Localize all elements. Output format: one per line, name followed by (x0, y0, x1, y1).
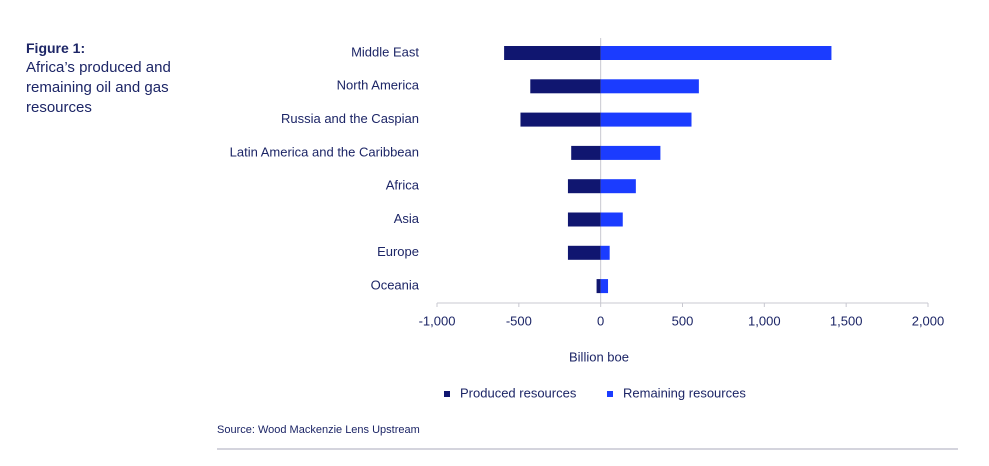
y-tick-label: Middle East (351, 44, 419, 59)
x-tick-label: 1,500 (830, 313, 863, 328)
bar (567, 245, 601, 260)
bar (520, 112, 601, 127)
x-tick-label: -1,000 (419, 313, 456, 328)
legend-label: Remaining resources (623, 385, 746, 400)
legend-label: Produced resources (460, 385, 577, 400)
bar (600, 145, 661, 160)
bar (600, 245, 610, 260)
bar (600, 112, 692, 127)
y-tick-label: Russia and the Caspian (281, 111, 419, 126)
y-tick-label: North America (337, 78, 420, 93)
x-tick-label: 0 (597, 313, 604, 328)
x-tick-label: 1,000 (748, 313, 781, 328)
bar (504, 46, 601, 60)
y-tick-label: Africa (386, 178, 420, 193)
bar (600, 279, 609, 294)
figure-label: Figure 1: (26, 40, 86, 56)
caption: Figure 1: Africa’s produced and remainin… (26, 38, 176, 118)
x-tick-label: -500 (506, 313, 532, 328)
bar (600, 212, 623, 227)
bar (596, 279, 601, 294)
bar (530, 79, 601, 94)
chart-title: Africa’s produced and remaining oil and … (26, 59, 171, 116)
y-tick-label: Europe (377, 244, 419, 259)
legend-swatch (444, 391, 450, 397)
legend-swatch (607, 391, 613, 397)
x-tick-label: 500 (672, 313, 694, 328)
x-axis-label: Billion boe (569, 349, 629, 364)
y-tick-label: Oceania (371, 278, 420, 293)
y-tick-label: Asia (394, 211, 420, 226)
bar (567, 179, 601, 194)
bar (571, 145, 601, 160)
x-tick-label: 2,000 (912, 313, 945, 328)
y-tick-label: Latin America and the Caribbean (230, 144, 419, 159)
bar (567, 212, 601, 227)
bar (600, 179, 636, 194)
bar (600, 79, 699, 94)
bar (600, 46, 832, 60)
source: Source: Wood Mackenzie Lens Upstream (217, 424, 420, 436)
